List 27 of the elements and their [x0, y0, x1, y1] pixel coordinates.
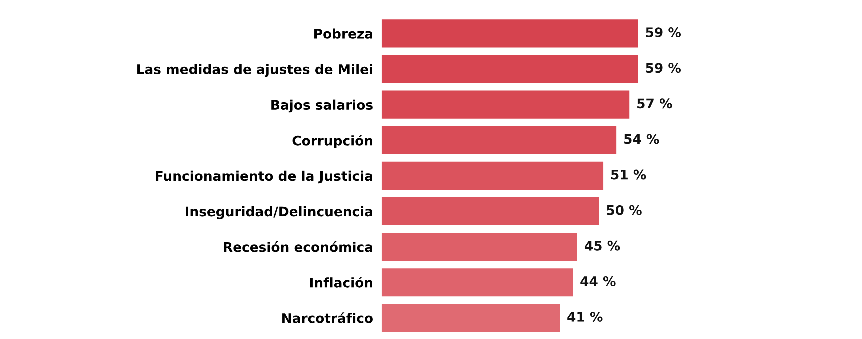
bar: [382, 126, 617, 154]
y-tick-label: Narcotráfico: [282, 312, 373, 324]
bar: [382, 304, 560, 332]
data-label: 45 %: [585, 240, 620, 251]
y-tick-label: Bajos salarios: [272, 100, 373, 113]
data-label: 59 %: [646, 28, 682, 38]
bar: [382, 55, 638, 84]
bar: [382, 233, 578, 262]
bar: [382, 268, 574, 297]
data-label: 51 %: [612, 170, 646, 180]
y-tick-label: Las medidas de ajustes de Milei: [138, 64, 372, 78]
bar: [382, 90, 630, 119]
y-tick-label: Corrupción: [292, 135, 372, 148]
data-label: 57 %: [638, 98, 672, 109]
y-tick-label: Recesión económica: [224, 242, 372, 252]
bar: [382, 162, 604, 190]
y-tick-label: Inseguridad/Delincuencia: [186, 206, 372, 220]
data-label: 41 %: [568, 312, 603, 322]
y-tick-label: Funcionamiento de la Justicia: [156, 170, 372, 184]
y-tick-label: Pobreza: [314, 28, 372, 39]
y-tick-label: Inflación: [310, 277, 372, 288]
bar: [382, 197, 600, 226]
data-label: 44 %: [580, 276, 616, 286]
data-label: 59 %: [646, 63, 682, 74]
data-label: 54 %: [624, 134, 660, 144]
bar: [382, 20, 638, 48]
data-label: 50 %: [607, 205, 642, 216]
